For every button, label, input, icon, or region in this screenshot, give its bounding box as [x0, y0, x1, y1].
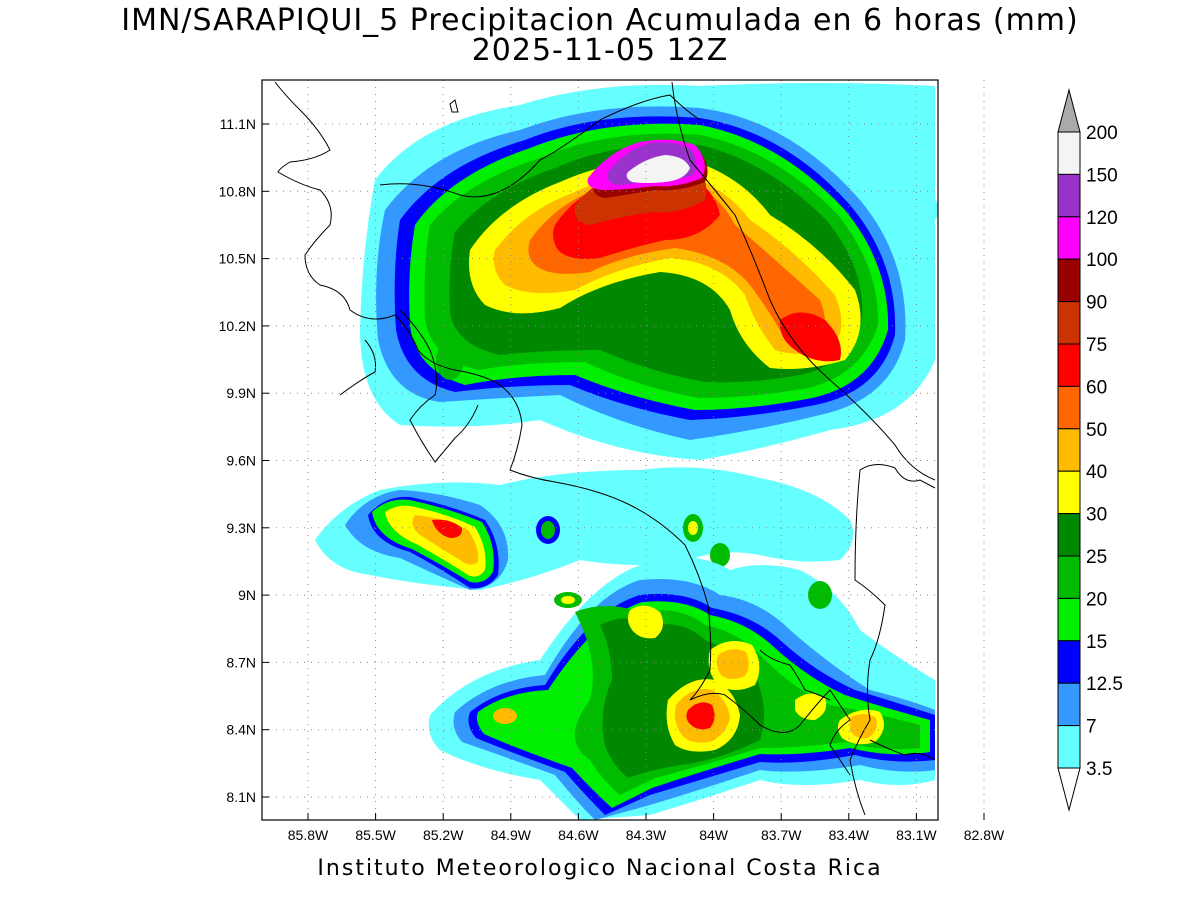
colorbar-swatch: [1057, 555, 1081, 599]
lat-tick-label: 11.1N: [220, 116, 256, 132]
graticule: [262, 80, 985, 820]
chart-title: IMN/SARAPIQUI_5 Precipitacion Acumulada …: [121, 3, 1079, 38]
colorbar-swatch: [1057, 513, 1081, 557]
coastline-nicoya-gulf: [399, 309, 479, 463]
precipitation-field: [315, 83, 938, 820]
precip-system-south: [428, 557, 935, 820]
precip-contour-40b: [716, 649, 749, 679]
precip-contour-30e: [795, 693, 827, 720]
colorbar-swatch: [1057, 173, 1081, 218]
lat-tick-label: 8.1N: [226, 789, 256, 805]
lat-tick-label: 10.2N: [219, 318, 256, 334]
coastline-pacific-north: [274, 81, 712, 701]
lat-tick-label: 8.4N: [226, 722, 256, 738]
lon-tick-label: 83.7W: [761, 827, 802, 843]
border-nicaragua: [379, 94, 701, 198]
colorbar-swatch: [1057, 725, 1081, 769]
colorbar-swatch: [1057, 131, 1081, 175]
lon-tick-label: 83.1W: [896, 827, 937, 843]
colorbar-swatch: [1057, 682, 1081, 727]
coastline-peninsula-west: [339, 339, 376, 396]
lat-tick-label: 10.8N: [219, 183, 256, 199]
lon-tick-label: 84.9W: [491, 827, 532, 843]
lake-islet: [449, 99, 459, 113]
precip-spot: [493, 708, 517, 724]
colorbar-level-label: 3.5: [1086, 759, 1112, 780]
colorbar-level-label: 60: [1086, 377, 1107, 398]
precip-contour-150: [626, 155, 690, 183]
lon-tick-label: 84.6W: [558, 827, 599, 843]
lat-tick-label: 9N: [238, 587, 256, 603]
coastline-golfo-dulce: [759, 649, 831, 701]
lon-tick-label: 85.2W: [423, 827, 464, 843]
precip-spot: [922, 196, 938, 224]
colorbar-level-label: 15: [1086, 632, 1107, 653]
colorbar-level-label: 200: [1086, 123, 1118, 144]
precip-contour-60b: [779, 312, 841, 362]
precip-contour-60: [432, 519, 463, 538]
colorbar-level-label: 50: [1086, 420, 1107, 441]
precip-contour-40: [412, 515, 479, 565]
lat-tick-label: 9.9N: [226, 385, 256, 401]
precip-spot: [561, 596, 575, 604]
precip-spot: [710, 543, 730, 567]
colorbar-bottom-arrow: [1057, 767, 1081, 812]
precip-spot: [808, 581, 832, 609]
colorbar-swatch: [1057, 385, 1081, 430]
colorbar-swatch: [1057, 640, 1081, 684]
colorbar-level-label: 40: [1086, 462, 1107, 483]
lat-tick-label: 10.5N: [219, 251, 256, 267]
lon-tick-label: 84.3W: [626, 827, 667, 843]
longitude-axis: 85.8W 85.5W 85.2W 84.9W 84.6W 84.3W 84W 83.7W 83…: [288, 813, 1005, 843]
colorbar-level-label: 90: [1086, 293, 1107, 314]
colorbar-level-label: 30: [1086, 505, 1107, 526]
colorbar-level-label: 7: [1086, 717, 1097, 738]
coastline-caribbean: [671, 81, 936, 481]
precip-system-north: [360, 83, 938, 460]
colorbar-level-label: 120: [1086, 208, 1118, 229]
precip-system-middle: [315, 467, 854, 590]
precip-spot: [436, 340, 464, 380]
colorbar-level-label: 100: [1086, 250, 1118, 271]
precip-spot: [688, 521, 698, 535]
lat-tick-label: 8.7N: [226, 654, 256, 670]
colorbar-level-label: 25: [1086, 547, 1107, 568]
colorbar-level-label: 20: [1086, 589, 1107, 610]
colorbar-swatch: [1057, 428, 1081, 472]
footer-credit: Instituto Meteorologico Nacional Costa R…: [317, 856, 883, 881]
coastline-osa-peninsula: [689, 689, 851, 776]
colorbar-swatch: [1057, 216, 1081, 260]
lat-tick-label: 9.3N: [226, 520, 256, 536]
colorbar-level-label: 150: [1086, 165, 1118, 186]
colorbar-level-label: 12.5: [1086, 674, 1123, 695]
precip-contour-30c: [627, 605, 664, 639]
colorbar-legend: 200 150 120 100 90 75 60 50 40 30 25 20 15 12.5 7 3.5: [1057, 88, 1123, 812]
colorbar-swatch: [1057, 258, 1081, 303]
lon-tick-label: 82.8W: [964, 827, 1005, 843]
latitude-axis: 11.1N 10.8N 10.5N 10.2N 9.9N 9.6N 9.3N 9N 8.7N 8.…: [219, 116, 269, 805]
border-panama: [849, 464, 936, 816]
coastlines-borders: [274, 81, 936, 816]
map-frame: [261, 79, 939, 821]
lon-tick-label: 85.8W: [288, 827, 329, 843]
colorbar-swatch: [1057, 470, 1081, 515]
lon-tick-label: 84W: [699, 827, 729, 843]
lat-tick-label: 9.6N: [226, 453, 256, 469]
colorbar-swatch: [1057, 597, 1081, 642]
lon-tick-label: 85.5W: [355, 827, 396, 843]
colorbar-top-arrow: [1057, 88, 1081, 133]
colorbar-level-label: 75: [1086, 335, 1107, 356]
coastline-chiriqui: [869, 739, 936, 761]
precip-spot: [541, 521, 555, 539]
precip-contour-60: [686, 702, 715, 730]
colorbar-swatch: [1057, 343, 1081, 387]
colorbar-swatch: [1057, 301, 1081, 345]
chart-subtitle-datetime: 2025-11-05 12Z: [471, 33, 729, 68]
lon-tick-label: 83.4W: [829, 827, 870, 843]
